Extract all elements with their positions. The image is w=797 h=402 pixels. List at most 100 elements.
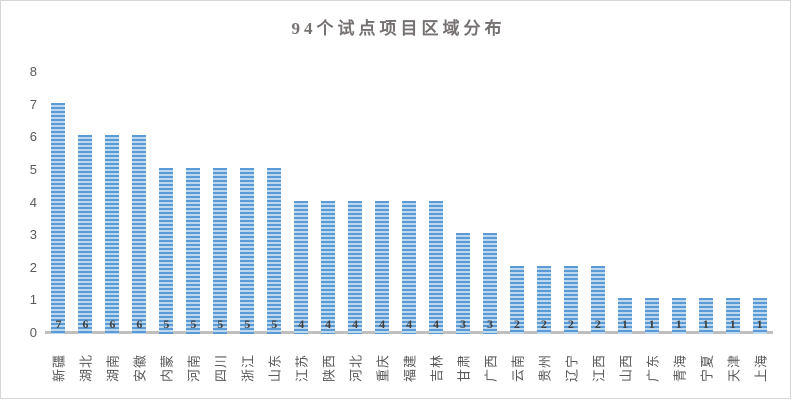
bar-slot: 4 [315,0,342,334]
bar [186,168,201,334]
bar-value-label: 1 [648,317,655,331]
bar-slot: 2 [503,0,530,334]
category-label: 山东 [267,353,283,383]
bar-value-label: 1 [756,317,763,331]
bar [456,233,471,334]
category-cell: 山东 [261,339,288,397]
bar-slot: 5 [207,0,234,334]
bar [563,266,578,334]
bar [644,298,659,334]
category-cell: 上海 [746,339,773,397]
bar [536,266,551,334]
chart-title: 94个试点项目区域分布 [291,19,506,38]
category-label: 青海 [672,353,688,383]
y-tick-label: 4 [29,194,37,210]
category-label: 云南 [510,353,526,383]
category-label: 重庆 [375,353,391,383]
bar-value-label: 6 [82,317,89,331]
category-cell: 陕西 [315,339,342,397]
bar [509,266,524,334]
bar [402,201,417,334]
category-cell: 河南 [180,339,207,397]
bar [429,201,444,334]
bar-value-label: 4 [433,317,440,331]
category-cell: 湖南 [99,339,126,397]
category-label: 广东 [645,353,661,383]
category-cell: 山西 [611,339,638,397]
bar-slot: 1 [665,0,692,334]
category-label: 河北 [348,353,364,383]
bar-value-label: 2 [594,317,601,331]
category-cell: 甘肃 [450,339,477,397]
bar [698,298,713,334]
category-label: 贵州 [537,353,553,383]
category-cell: 江西 [584,339,611,397]
bar-slot: 4 [342,0,369,334]
bar [78,135,93,334]
category-label: 湖南 [105,353,121,383]
category-label: 湖北 [78,353,94,383]
category-cell: 浙江 [234,339,261,397]
category-label: 浙江 [240,353,256,383]
y-tick-label: 6 [29,129,37,145]
category-label: 四川 [213,353,229,383]
bar-slot: 3 [477,0,504,334]
category-label: 内蒙 [159,353,175,383]
bar [617,298,632,334]
bar-value-label: 5 [190,317,197,331]
category-cell: 湖北 [72,339,99,397]
bar [159,168,174,334]
y-tick-label: 3 [29,227,37,243]
bar-value-label: 3 [460,317,467,331]
category-cell: 广东 [638,339,665,397]
category-label: 甘肃 [456,353,472,383]
category-cell: 内蒙 [153,339,180,397]
bar [348,201,363,334]
bar-slot: 5 [180,0,207,334]
bar-slot: 7 [45,0,72,334]
bar-value-label: 7 [55,317,62,331]
bar [375,201,390,334]
category-label: 上海 [753,353,769,383]
bar-value-label: 6 [136,317,143,331]
bar-value-label: 5 [244,317,251,331]
bar-value-label: 1 [702,317,709,331]
category-label: 江苏 [294,353,310,383]
category-label: 陕西 [321,353,337,383]
bar-slot: 4 [423,0,450,334]
category-cell: 贵州 [530,339,557,397]
bar-slot: 5 [153,0,180,334]
bar-slot: 2 [557,0,584,334]
bar-slot: 6 [126,0,153,334]
bar [671,298,686,334]
bar-value-label: 4 [298,317,305,331]
bar-value-label: 4 [325,317,332,331]
bar-slot: 1 [611,0,638,334]
bar-value-label: 2 [540,317,547,331]
y-tick-label: 7 [29,96,37,112]
category-cell: 辽宁 [557,339,584,397]
category-cell: 重庆 [369,339,396,397]
category-label: 广西 [483,353,499,383]
category-label: 江西 [591,353,607,383]
category-label: 新疆 [51,353,67,383]
bar-slot: 1 [638,0,665,334]
bar-slot: 5 [234,0,261,334]
bar-value-label: 5 [271,317,278,331]
bar-slot: 6 [72,0,99,334]
category-label: 福建 [402,353,418,383]
category-axis: 新疆 湖北 湖南 安徽 内蒙 河南 四川 浙江 山东 江苏 陕西 河北 重庆 福建 吉林 甘肃 广西 云南 贵州 辽宁… [45,339,773,397]
bar-slot: 4 [288,0,315,334]
bar-slot: 2 [584,0,611,334]
y-tick-label: 5 [29,162,37,177]
bar-value-label: 4 [352,317,359,331]
bar-slot: 6 [99,0,126,334]
bar-series: 7 6 6 6 5 5 5 5 5 4 4 4 4 4 4 3 3 2 2 2 2 1 1 1 1 1 1 [45,0,773,334]
bar-slot: 4 [396,0,423,334]
bar [321,201,336,334]
category-label: 吉林 [429,353,445,383]
category-cell: 江苏 [288,339,315,397]
plot-area: 7 6 6 6 5 5 5 5 5 4 4 4 4 4 4 3 3 2 2 2 2 1 1 1 1 1 1 [45,0,773,334]
bar-value-label: 1 [621,317,628,331]
y-axis: 0 1 2 3 4 5 6 7 8 [0,0,37,402]
